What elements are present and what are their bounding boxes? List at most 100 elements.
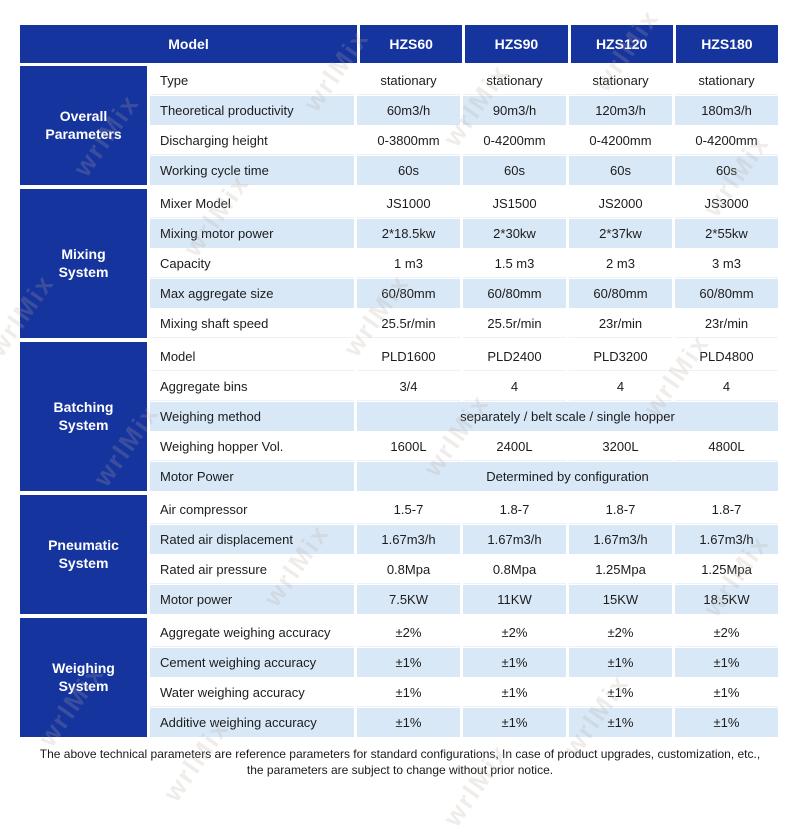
spec-value-cell: 1.5-7: [357, 495, 460, 524]
spec-value-cell: 90m3/h: [463, 96, 566, 125]
spec-value-cell: JS1500: [463, 189, 566, 218]
section-overall-parameters: Overall Parameters Type stationary stationa…: [20, 66, 778, 185]
table-row: Mixing shaft speed 25.5r/min 25.5r/min 23r/…: [150, 309, 778, 338]
table-row: Discharging height 0-3800mm 0-4200mm 0-4200…: [150, 126, 778, 155]
spec-label-cell: Model: [150, 342, 354, 371]
footer-line-2: the parameters are subject to change wit…: [246, 762, 554, 777]
spec-value-cell: ±1%: [463, 648, 566, 677]
spec-value-cell: stationary: [357, 66, 460, 95]
spec-label-cell: Additive weighing accuracy: [150, 708, 354, 737]
section-label: Pneumatic System: [20, 495, 147, 614]
spec-value-cell: 4: [675, 372, 778, 401]
spec-label-cell: Water weighing accuracy: [150, 678, 354, 707]
spec-value-cell: 3 m3: [675, 249, 778, 278]
spec-value-cell: 1.67m3/h: [675, 525, 778, 554]
spec-value-cell: ±1%: [463, 678, 566, 707]
spec-value-cell: 1.67m3/h: [463, 525, 566, 554]
spec-value-cell: 23r/min: [675, 309, 778, 338]
spec-value-cell: 25.5r/min: [463, 309, 566, 338]
footer-line-1: The above technical parameters are refer…: [39, 747, 761, 761]
spec-value-cell: ±1%: [569, 648, 672, 677]
spec-value-cell: 3200L: [569, 432, 672, 461]
spec-label-cell: Theoretical productivity: [150, 96, 354, 125]
spec-value-cell: 60s: [463, 156, 566, 185]
spec-value-cell: 4: [463, 372, 566, 401]
spec-value-cell: 60/80mm: [569, 279, 672, 308]
spec-value-cell: 60s: [357, 156, 460, 185]
table-row: Aggregate weighing accuracy ±2% ±2% ±2% ±2%: [150, 618, 778, 647]
spec-label-cell: Weighing hopper Vol.: [150, 432, 354, 461]
section-label: Weighing System: [20, 618, 147, 737]
table-row: Model PLD1600 PLD2400 PLD3200 PLD4800: [150, 342, 778, 371]
section-batching-system: Batching System Model PLD1600 PLD2400 PLD320…: [20, 342, 778, 491]
spec-value-cell: 0-4200mm: [569, 126, 672, 155]
spec-value-cell: JS3000: [675, 189, 778, 218]
spec-value-cell: ±1%: [675, 708, 778, 737]
spec-value-cell: JS2000: [569, 189, 672, 218]
table-row: Mixer Model JS1000 JS1500 JS2000 JS3000: [150, 189, 778, 218]
spec-value-cell: ±2%: [569, 618, 672, 647]
section-pneumatic-system: Pneumatic System Air compressor 1.5-7 1.8-7…: [20, 495, 778, 614]
model-column-header-hzs60: HZS60: [360, 25, 463, 63]
spec-label-cell: Discharging height: [150, 126, 354, 155]
spec-value-cell: stationary: [675, 66, 778, 95]
section-weighing-system: Weighing System Aggregate weighing accura…: [20, 618, 778, 737]
spec-value-cell: PLD1600: [357, 342, 460, 371]
spec-value-cell: ±1%: [569, 678, 672, 707]
spec-value-cell: 1.8-7: [569, 495, 672, 524]
spec-value-cell: 4800L: [675, 432, 778, 461]
table-row: Motor power 7.5KW 11KW 15KW 18.5KW: [150, 585, 778, 614]
spec-value-cell: 1.8-7: [463, 495, 566, 524]
model-column-header-hzs90: HZS90: [465, 25, 568, 63]
spec-value-cell: 25.5r/min: [357, 309, 460, 338]
section-mixing-system: Mixing System Mixer Model JS1000 JS1500 JS20…: [20, 189, 778, 338]
spec-value-cell: ±2%: [463, 618, 566, 647]
spec-value-cell: ±1%: [357, 648, 460, 677]
spec-table: Model HZS60 HZS90 HZS120 HZS180 Overall Par…: [20, 25, 778, 741]
spec-value-cell: 1.67m3/h: [569, 525, 672, 554]
spec-value-cell: 2400L: [463, 432, 566, 461]
table-row: Type stationary stationary stationary statio…: [150, 66, 778, 95]
spec-label-cell: Cement weighing accuracy: [150, 648, 354, 677]
spec-value-cell: 60/80mm: [675, 279, 778, 308]
spec-value-cell: 1.5 m3: [463, 249, 566, 278]
model-header-cell: Model: [20, 25, 357, 63]
spec-value-cell: 11KW: [463, 585, 566, 614]
spec-value-cell: ±1%: [357, 678, 460, 707]
spec-label-cell: Max aggregate size: [150, 279, 354, 308]
spec-value-cell: 23r/min: [569, 309, 672, 338]
spec-value-cell: 0.8Mpa: [463, 555, 566, 584]
spec-value-cell: 0.8Mpa: [357, 555, 460, 584]
table-row: Rated air pressure 0.8Mpa 0.8Mpa 1.25Mpa 1.2…: [150, 555, 778, 584]
model-column-header-hzs180: HZS180: [675, 25, 778, 63]
spec-value-cell: 2*55kw: [675, 219, 778, 248]
spec-value-cell: PLD4800: [675, 342, 778, 371]
spec-label-cell: Weighing method: [150, 402, 354, 431]
table-row: Air compressor 1.5-7 1.8-7 1.8-7 1.8-7: [150, 495, 778, 524]
spec-value-cell: JS1000: [357, 189, 460, 218]
table-row: Capacity 1 m3 1.5 m3 2 m3 3 m3: [150, 249, 778, 278]
spec-value-cell: ±2%: [357, 618, 460, 647]
table-row: Theoretical productivity 60m3/h 90m3/h 120m…: [150, 96, 778, 125]
section-rows: Air compressor 1.5-7 1.8-7 1.8-7 1.8-7 Rated …: [150, 495, 778, 614]
spec-value-cell: 0-4200mm: [675, 126, 778, 155]
table-row: Water weighing accuracy ±1% ±1% ±1% ±1%: [150, 678, 778, 707]
spec-label-cell: Motor Power: [150, 462, 354, 491]
section-rows: Model PLD1600 PLD2400 PLD3200 PLD4800 Aggrega…: [150, 342, 778, 491]
spec-label-cell: Rated air displacement: [150, 525, 354, 554]
spec-value-cell: 60s: [675, 156, 778, 185]
spec-span-value-cell: separately / belt scale / single hopper: [357, 402, 778, 431]
spec-value-cell: 18.5KW: [675, 585, 778, 614]
table-row: Rated air displacement 1.67m3/h 1.67m3/h 1.…: [150, 525, 778, 554]
spec-label-cell: Mixing shaft speed: [150, 309, 354, 338]
spec-value-cell: 180m3/h: [675, 96, 778, 125]
spec-value-cell: 7.5KW: [357, 585, 460, 614]
spec-label-cell: Rated air pressure: [150, 555, 354, 584]
table-row: Max aggregate size 60/80mm 60/80mm 60/80mm 6…: [150, 279, 778, 308]
spec-value-cell: 2*37kw: [569, 219, 672, 248]
spec-value-cell: 1.67m3/h: [357, 525, 460, 554]
spec-value-cell: 15KW: [569, 585, 672, 614]
spec-value-cell: PLD2400: [463, 342, 566, 371]
table-row: Weighing hopper Vol. 1600L 2400L 3200L 4800L: [150, 432, 778, 461]
spec-value-cell: 0-4200mm: [463, 126, 566, 155]
